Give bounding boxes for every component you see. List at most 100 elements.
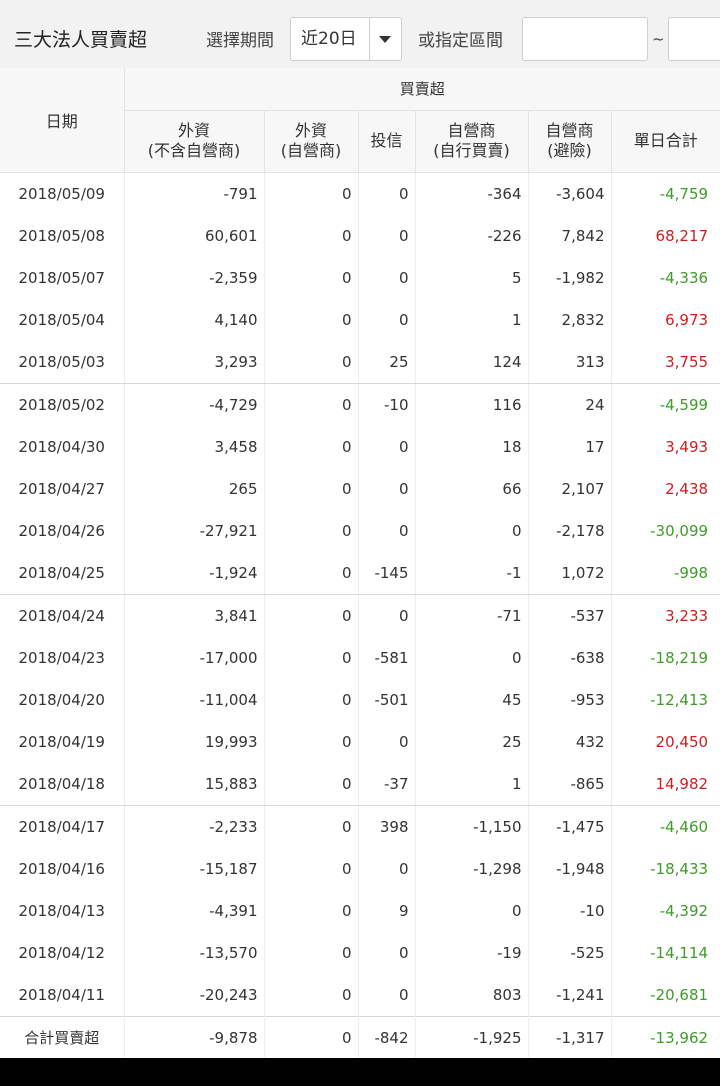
- date-cell: 2018/05/09: [18, 184, 105, 203]
- value-cell: -145: [357, 551, 415, 595]
- column-header: 自營商 (自行買賣): [414, 110, 528, 173]
- value-cell: -953: [527, 678, 611, 721]
- value-cell: 1: [414, 762, 528, 806]
- value-cell: 124: [414, 340, 528, 384]
- value-cell: -1,317: [527, 1015, 611, 1059]
- column-header-line2: (自營商): [280, 141, 342, 160]
- value-cell: 265: [123, 467, 264, 510]
- range-end-input[interactable]: [668, 17, 720, 61]
- date-cell: 2018/05/03: [0, 340, 124, 384]
- value-cell: 0: [357, 214, 415, 257]
- value-cell: 432: [527, 720, 611, 763]
- summary-row: 合計買賣超 -9,878 0 -842 -1,925 -1,317 -13,962: [0, 1015, 720, 1059]
- daily-total-cell: 68,217: [610, 214, 720, 257]
- table-row: 2018/04/27 265 0 0 66 2,107 2,438: [0, 467, 720, 510]
- value-cell: -1,475: [527, 805, 611, 848]
- value-cell: 0: [263, 1015, 358, 1059]
- daily-total-cell: 6,973: [610, 298, 720, 341]
- value-cell: 0: [357, 256, 415, 299]
- caret-down-icon[interactable]: [379, 36, 391, 43]
- date-cell: 2018/04/17: [18, 817, 105, 836]
- daily-total-cell: -13,962: [610, 1015, 720, 1059]
- value-cell: 3,293: [123, 340, 264, 384]
- table-row: 2018/05/04 4,140 0 0 1 2,832 6,973: [0, 298, 720, 341]
- period-select[interactable]: 近20日: [290, 17, 402, 61]
- value-cell: 19,993: [123, 720, 264, 763]
- column-header-line1: 外資: [294, 121, 327, 140]
- value-cell: -525: [527, 931, 611, 974]
- date-cell: 2018/04/25: [0, 551, 124, 595]
- value-cell: 0: [263, 340, 358, 384]
- value-cell: -71: [414, 594, 528, 637]
- value-cell: -1,924: [123, 551, 264, 595]
- table-row: 2018/04/30 3,458 0 0 18 17 3,493: [0, 425, 720, 468]
- value-cell: -15,187: [123, 847, 264, 890]
- value-cell: 0: [263, 678, 358, 721]
- range-label: 或指定區間: [418, 31, 503, 51]
- date-cell: 2018/04/24: [18, 606, 105, 625]
- value-cell: 0: [263, 467, 358, 510]
- date-cell: 2018/04/11: [18, 985, 105, 1004]
- value-cell: 0: [357, 298, 415, 341]
- column-header-line1: 單日合計: [633, 131, 698, 150]
- value-cell: 0: [263, 298, 358, 341]
- daily-total-cell: 3,233: [610, 594, 720, 637]
- date-cell: 2018/04/12: [18, 943, 105, 962]
- value-cell: -1,982: [527, 256, 611, 299]
- daily-total-cell: -4,336: [610, 256, 720, 299]
- value-cell: 2,832: [527, 298, 611, 341]
- value-cell: 0: [357, 847, 415, 890]
- value-cell: 4,140: [123, 298, 264, 341]
- value-cell: -27,921: [123, 509, 264, 552]
- value-cell: -9,878: [123, 1015, 264, 1059]
- daily-total-cell: 3,493: [610, 425, 720, 468]
- column-header: 外資 (自營商): [263, 110, 358, 173]
- value-cell: 5: [414, 256, 528, 299]
- value-cell: 0: [263, 720, 358, 763]
- daily-total-cell: -4,759: [610, 172, 720, 215]
- column-header-line1: 投信: [370, 131, 403, 150]
- table-row: 2018/05/02 -4,729 0 -10 116 24 -4,599: [0, 383, 720, 426]
- value-cell: 0: [357, 973, 415, 1016]
- value-cell: 0: [357, 509, 415, 552]
- value-cell: -364: [414, 172, 528, 215]
- value-cell: -19: [414, 931, 528, 974]
- value-cell: 116: [414, 383, 528, 426]
- value-cell: 0: [263, 805, 358, 848]
- select-divider: [369, 18, 370, 60]
- value-cell: 0: [263, 256, 358, 299]
- date-cell: 2018/04/18: [0, 762, 124, 806]
- value-cell: 0: [414, 636, 528, 679]
- column-header: 外資 (不含自營商): [123, 110, 264, 173]
- table-row: 2018/04/24 3,841 0 0 -71 -537 3,233: [0, 594, 720, 637]
- column-header-line1: 自營商: [545, 121, 594, 140]
- value-cell: 0: [357, 467, 415, 510]
- value-cell: 0: [263, 931, 358, 974]
- daily-total-cell: 3,755: [610, 340, 720, 384]
- daily-total-cell: -12,413: [610, 678, 720, 721]
- value-cell: 18: [414, 425, 528, 468]
- table-row: 2018/05/08 60,601 0 0 -226 7,842 68,217: [0, 214, 720, 257]
- value-cell: 24: [527, 383, 611, 426]
- date-cell: 2018/04/19: [18, 732, 105, 751]
- value-cell: 0: [263, 383, 358, 426]
- value-cell: -13,570: [123, 931, 264, 974]
- table-row: 2018/04/26 -27,921 0 0 0 -2,178 -30,099: [0, 509, 720, 552]
- date-cell: 2018/04/13: [18, 901, 105, 920]
- header-group: 買賣超: [123, 68, 720, 111]
- range-start-input[interactable]: [522, 17, 648, 61]
- column-header-line2: (不含自營商): [147, 141, 241, 160]
- table-row: 2018/04/23 -17,000 0 -581 0 -638 -18,219: [0, 636, 720, 679]
- value-cell: -37: [357, 762, 415, 806]
- value-cell: 3,841: [123, 594, 264, 637]
- daily-total-cell: -18,433: [610, 847, 720, 890]
- table-body: 2018/05/09 -791 0 0 -364 -3,604 -4,759 2018/05/…: [0, 172, 720, 1059]
- table-row: 2018/04/13 -4,391 0 9 0 -10 -4,392: [0, 889, 720, 932]
- value-cell: -20,243: [123, 973, 264, 1016]
- value-cell: 0: [357, 172, 415, 215]
- summary-label: 合計買賣超: [0, 1015, 124, 1059]
- toolbar: 三大法人買賣超 選擇期間 近20日 或指定區間 ~: [0, 0, 720, 69]
- value-cell: 66: [414, 467, 528, 510]
- range-separator: ~: [652, 30, 665, 48]
- period-label: 選擇期間: [206, 31, 274, 51]
